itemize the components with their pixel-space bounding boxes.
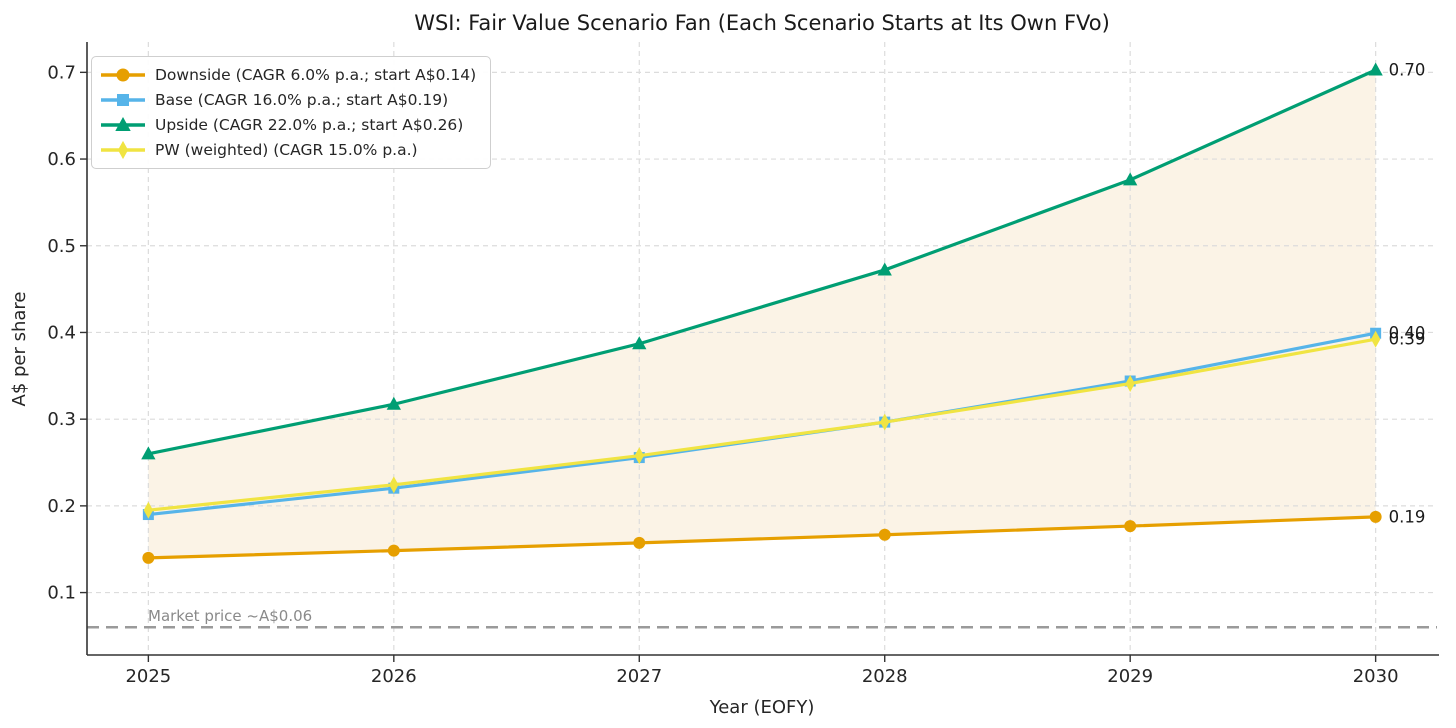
- series-line-0: [148, 515, 1376, 560]
- x-tick-label-2030: 2030: [1353, 666, 1399, 687]
- legend-marker-glyph: [115, 116, 131, 131]
- legend-label-1: Base (CAGR 16.0% p.a.; start A$0.19): [155, 91, 449, 109]
- end-label-series-3: 0.39: [1389, 330, 1426, 349]
- legend-marker-triangle-icon: [101, 116, 145, 131]
- series-0-marker-2: [633, 536, 646, 549]
- series-0-marker-0: [142, 551, 155, 564]
- x-tick-label-2028: 2028: [862, 666, 908, 687]
- legend-label-0: Downside (CAGR 6.0% p.a.; start A$0.14): [155, 66, 477, 84]
- legend-label-2: Upside (CAGR 22.0% p.a.; start A$0.26): [155, 116, 464, 134]
- axes-layer: 2025 2026 2027 2028 2029 2030 0.1 0.2 0.3 0.4 0.5 0…: [47, 42, 1439, 687]
- y-axis-label: A$ per share: [9, 291, 30, 406]
- legend-item-1: Base (CAGR 16.0% p.a.; start A$0.19): [100, 89, 476, 111]
- legend-marker-glyph: [117, 140, 129, 160]
- y-tick-label-0.7: 0.7: [47, 62, 76, 83]
- series-2-marker-0: [141, 446, 156, 460]
- series-0-marker-1: [387, 544, 400, 557]
- x-tick-label-2026: 2026: [371, 666, 417, 687]
- fan-fill-layer: [148, 70, 1376, 558]
- market-price-annotation: Market price ~A$0.06: [148, 607, 312, 625]
- series-2-marker-5: [1368, 62, 1383, 76]
- x-tick-label-2025: 2025: [125, 666, 171, 687]
- y-tick-label-0.5: 0.5: [47, 236, 76, 257]
- series-2-marker-2: [632, 336, 647, 350]
- series-3-marker-4: [1125, 375, 1135, 392]
- y-tick-label-0.2: 0.2: [47, 496, 76, 517]
- y-tick-label-0.1: 0.1: [47, 583, 76, 604]
- end-label-series-2: 0.70: [1389, 61, 1426, 80]
- series-3-marker-3: [880, 413, 890, 431]
- series-layer: 0.19 0.40 0.70 0.39: [141, 61, 1425, 564]
- legend-marker-diamond-icon: [101, 140, 145, 160]
- end-label-series-0: 0.19: [1389, 507, 1426, 526]
- y-tick-label-0.4: 0.4: [47, 322, 76, 343]
- series-2-marker-1: [386, 396, 401, 410]
- legend-item-0: Downside (CAGR 6.0% p.a.; start A$0.14): [100, 64, 476, 86]
- series-3-marker-0: [143, 501, 154, 519]
- series-0-marker-4: [1124, 520, 1137, 533]
- fan-fill: [148, 70, 1376, 558]
- series-2-marker-4: [1123, 172, 1138, 186]
- legend-item-3: PW (weighted) (CAGR 15.0% p.a.): [100, 139, 476, 161]
- legend-marker-square-icon: [101, 94, 145, 106]
- series-line-3: [148, 337, 1376, 512]
- legend-label-3: PW (weighted) (CAGR 15.0% p.a.): [155, 141, 418, 159]
- series-3-marker-1: [389, 476, 399, 494]
- legend-marker-glyph: [116, 68, 130, 82]
- legend-item-2: Upside (CAGR 22.0% p.a.; start A$0.26): [100, 114, 476, 136]
- x-axis-label: Year (EOFY): [709, 697, 815, 718]
- series-line-2: [148, 68, 1377, 456]
- x-tick-label-2027: 2027: [616, 666, 662, 687]
- series-0-marker-5: [1369, 510, 1382, 523]
- legend-marker-circle-icon: [101, 68, 145, 82]
- series-2-marker-3: [877, 262, 892, 276]
- chart-title: WSI: Fair Value Scenario Fan (Each Scena…: [414, 11, 1110, 35]
- y-tick-label-0.3: 0.3: [47, 409, 76, 430]
- series-0-marker-3: [878, 528, 891, 541]
- end-label-series-1: 0.40: [1389, 324, 1426, 343]
- x-tick-label-2029: 2029: [1107, 666, 1153, 687]
- series-3-marker-2: [634, 447, 644, 465]
- legend: Downside (CAGR 6.0% p.a.; start A$0.14) B…: [91, 56, 492, 169]
- legend-marker-glyph: [117, 94, 129, 106]
- series-3-marker-5: [1370, 330, 1381, 348]
- y-tick-label-0.6: 0.6: [47, 149, 76, 170]
